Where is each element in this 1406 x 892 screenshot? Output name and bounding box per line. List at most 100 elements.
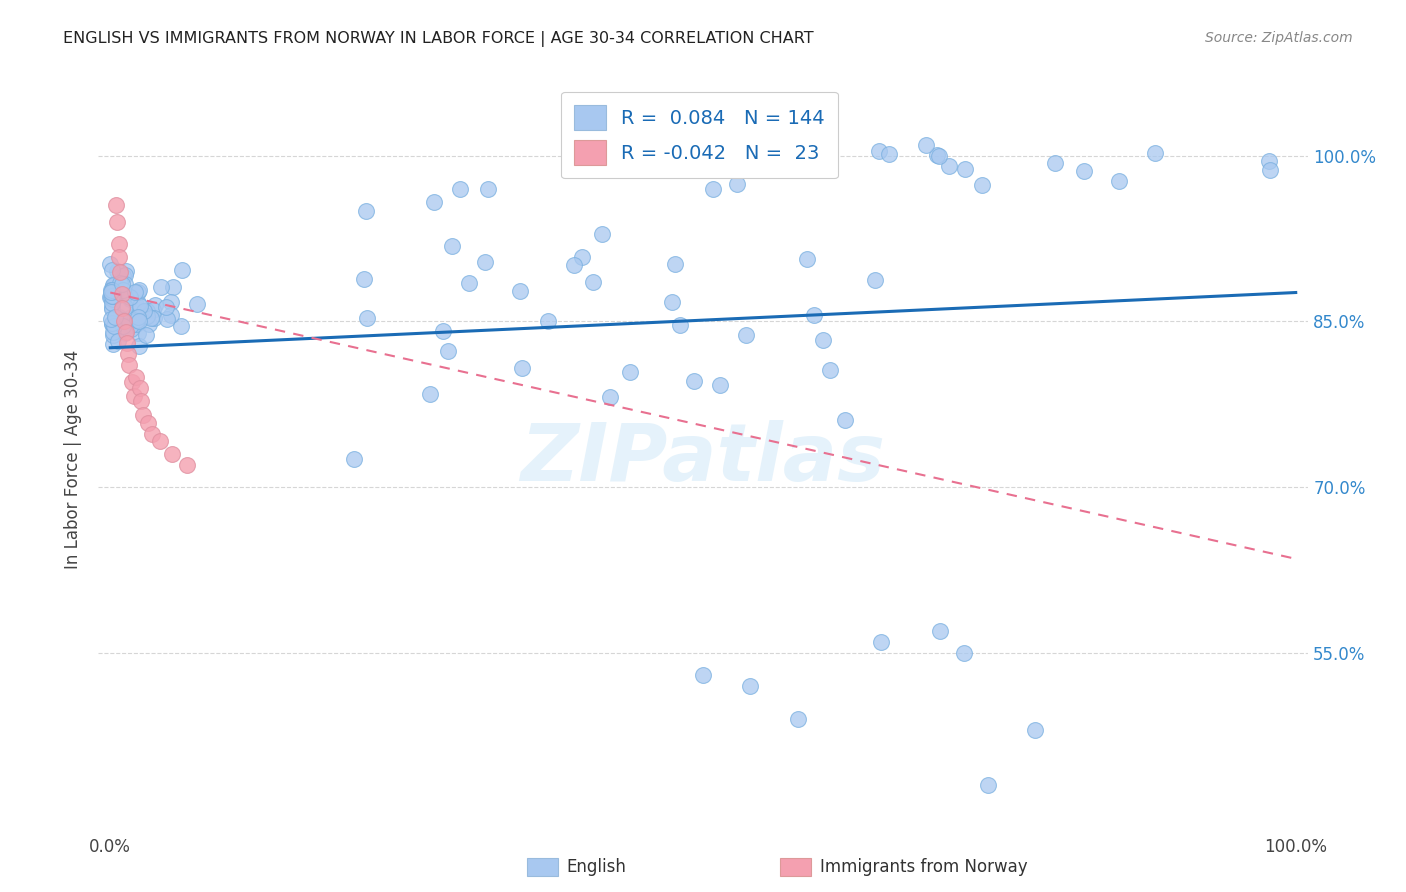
Text: ZIPatlas: ZIPatlas (520, 420, 886, 499)
Point (104, 310, 127, 324)
Point (101, 326, 124, 340)
Point (107, 250, 129, 264)
Point (1045, 156, 1067, 170)
Point (510, 361, 533, 376)
Point (108, 310, 131, 324)
Point (458, 276, 481, 290)
Point (103, 278, 125, 293)
Point (127, 285, 149, 299)
Point (103, 318, 125, 333)
Point (111, 313, 134, 327)
Point (1073, 164, 1095, 178)
Point (101, 296, 124, 310)
Point (118, 292, 141, 306)
Text: Source: ZipAtlas.com: Source: ZipAtlas.com (1205, 31, 1353, 45)
Point (127, 295, 149, 310)
Point (149, 279, 172, 293)
Y-axis label: In Labor Force | Age 30-34: In Labor Force | Age 30-34 (65, 350, 83, 569)
Point (135, 328, 157, 343)
Point (1143, 146, 1166, 161)
Point (138, 317, 160, 331)
Point (111, 301, 134, 315)
Point (114, 300, 136, 314)
Text: ENGLISH VS IMMIGRANTS FROM NORWAY IN LABOR FORCE | AGE 30-34 CORRELATION CHART: ENGLISH VS IMMIGRANTS FROM NORWAY IN LAB… (63, 31, 814, 47)
Point (100, 290, 122, 304)
Point (129, 380, 152, 394)
Point (127, 310, 149, 324)
Point (125, 369, 148, 384)
Point (709, 378, 731, 392)
Point (683, 374, 706, 388)
Point (661, 294, 683, 309)
Point (103, 328, 125, 343)
Point (128, 339, 150, 353)
Point (582, 275, 605, 289)
Point (103, 289, 125, 303)
Point (121, 310, 143, 325)
Point (159, 309, 181, 323)
Point (107, 334, 129, 348)
Point (100, 312, 122, 326)
Point (114, 314, 136, 328)
Text: English: English (567, 858, 627, 876)
Point (599, 390, 621, 404)
Point (449, 181, 471, 195)
Point (101, 301, 124, 316)
Text: Immigrants from Norway: Immigrants from Norway (820, 858, 1028, 876)
Point (803, 308, 825, 322)
Point (343, 452, 366, 467)
Point (132, 408, 155, 422)
Point (143, 311, 166, 326)
Point (115, 336, 138, 351)
Point (437, 344, 460, 359)
Point (100, 285, 122, 300)
Point (114, 326, 136, 340)
Point (354, 204, 377, 219)
Point (111, 277, 134, 292)
Point (98, 256, 121, 270)
Point (591, 227, 613, 241)
Point (111, 268, 134, 283)
Point (120, 291, 142, 305)
Point (125, 298, 148, 312)
Point (111, 286, 134, 301)
Point (105, 215, 128, 229)
Point (692, 668, 714, 682)
Point (952, 646, 974, 660)
Point (668, 318, 690, 332)
Point (111, 283, 134, 297)
Point (104, 277, 127, 292)
Point (929, 624, 952, 638)
Point (105, 311, 128, 326)
Point (953, 161, 976, 176)
Point (509, 284, 531, 298)
Point (100, 293, 122, 308)
Point (141, 427, 163, 442)
Point (128, 314, 150, 328)
Point (98, 289, 121, 303)
Point (172, 262, 194, 277)
Point (114, 268, 136, 282)
Point (149, 434, 172, 448)
Point (127, 315, 149, 329)
Point (142, 302, 165, 317)
Point (125, 318, 148, 332)
Point (818, 363, 841, 377)
Point (118, 359, 141, 373)
Point (160, 295, 183, 310)
Point (160, 447, 183, 461)
Point (928, 149, 950, 163)
Point (127, 313, 149, 327)
Point (114, 264, 136, 278)
Legend: R =  0.084   N = 144, R = -0.042   N =  23: R = 0.084 N = 144, R = -0.042 N = 23 (561, 92, 838, 178)
Point (121, 375, 143, 389)
Point (477, 181, 499, 195)
Point (868, 144, 890, 158)
Point (139, 310, 162, 325)
Point (114, 277, 136, 291)
Point (124, 310, 146, 325)
Point (103, 285, 125, 299)
Point (128, 283, 150, 297)
Point (101, 300, 124, 314)
Point (915, 138, 938, 153)
